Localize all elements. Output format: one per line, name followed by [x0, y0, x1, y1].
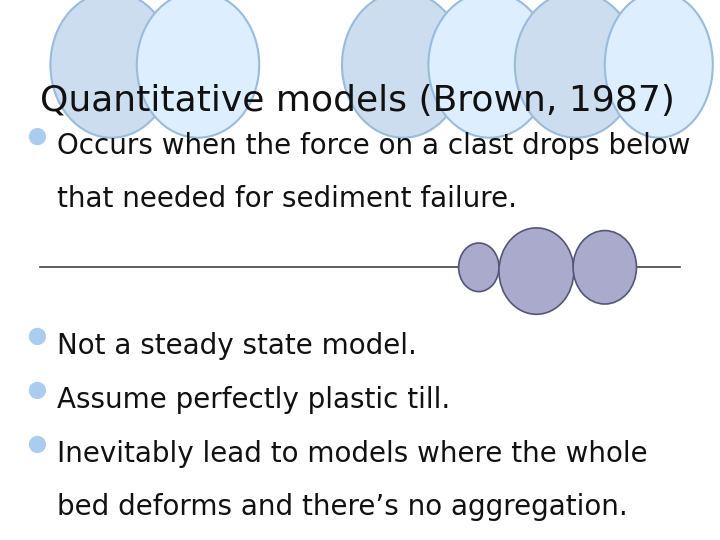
Ellipse shape	[29, 128, 46, 145]
Text: bed deforms and there’s no aggregation.: bed deforms and there’s no aggregation.	[57, 493, 628, 521]
Ellipse shape	[29, 328, 46, 345]
Ellipse shape	[515, 0, 637, 138]
Text: Quantitative models (Brown, 1987): Quantitative models (Brown, 1987)	[40, 84, 675, 118]
Ellipse shape	[342, 0, 464, 138]
Text: that needed for sediment failure.: that needed for sediment failure.	[57, 185, 517, 213]
Ellipse shape	[137, 0, 259, 138]
Ellipse shape	[573, 231, 636, 304]
Text: Not a steady state model.: Not a steady state model.	[57, 332, 417, 360]
Ellipse shape	[29, 436, 46, 453]
Text: Occurs when the force on a clast drops below: Occurs when the force on a clast drops b…	[57, 132, 690, 160]
Ellipse shape	[50, 0, 173, 138]
Ellipse shape	[29, 382, 46, 399]
Ellipse shape	[605, 0, 713, 138]
Ellipse shape	[459, 243, 499, 292]
Ellipse shape	[428, 0, 551, 138]
Text: Inevitably lead to models where the whole: Inevitably lead to models where the whol…	[57, 440, 647, 468]
Ellipse shape	[499, 228, 574, 314]
Text: Assume perfectly plastic till.: Assume perfectly plastic till.	[57, 386, 450, 414]
